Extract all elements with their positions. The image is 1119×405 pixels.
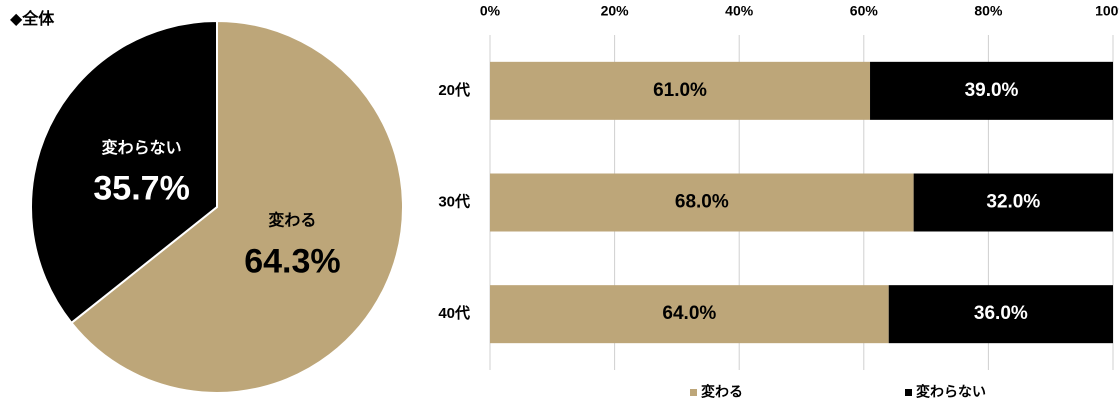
bar-segment [490,61,871,120]
slice-value-label: 64.3% [244,242,340,280]
slice-name: 変わらない [102,138,182,157]
x-tick-label: 0% [480,3,501,19]
pie-slice [70,19,404,394]
legend-swatch [690,389,697,396]
x-tick-label: 20% [601,3,630,19]
slice-value-label: 35.7% [93,170,189,208]
pie-slice [30,19,218,325]
legend-label: 変わらない [916,384,986,400]
legend-swatch [905,389,912,396]
bar-segment [888,285,1113,344]
x-tick-label: 60% [850,3,879,19]
bar-value-label: 64.0% [662,303,716,324]
bar-segment [913,173,1113,232]
bar-value-label: 32.0% [986,192,1040,213]
bar-segment [870,61,1113,120]
y-tick-label: 30代 [438,192,470,210]
slice-name: 変わる [268,211,316,230]
bar-value-label: 39.0% [965,80,1019,101]
x-tick-label: 80% [974,3,1003,19]
bar-segment [490,173,914,232]
pie-title: ◆全体 [10,9,55,28]
bar-value-label: 61.0% [653,80,707,101]
y-tick-label: 40代 [438,304,470,322]
bar-segment [490,285,889,344]
x-tick-label: 40% [725,3,754,19]
y-tick-label: 20代 [438,81,470,99]
legend-label: 変わる [701,384,743,400]
bar-value-label: 68.0% [675,192,729,213]
bar-value-label: 36.0% [974,303,1028,324]
x-tick-label: 100% [1095,3,1119,19]
